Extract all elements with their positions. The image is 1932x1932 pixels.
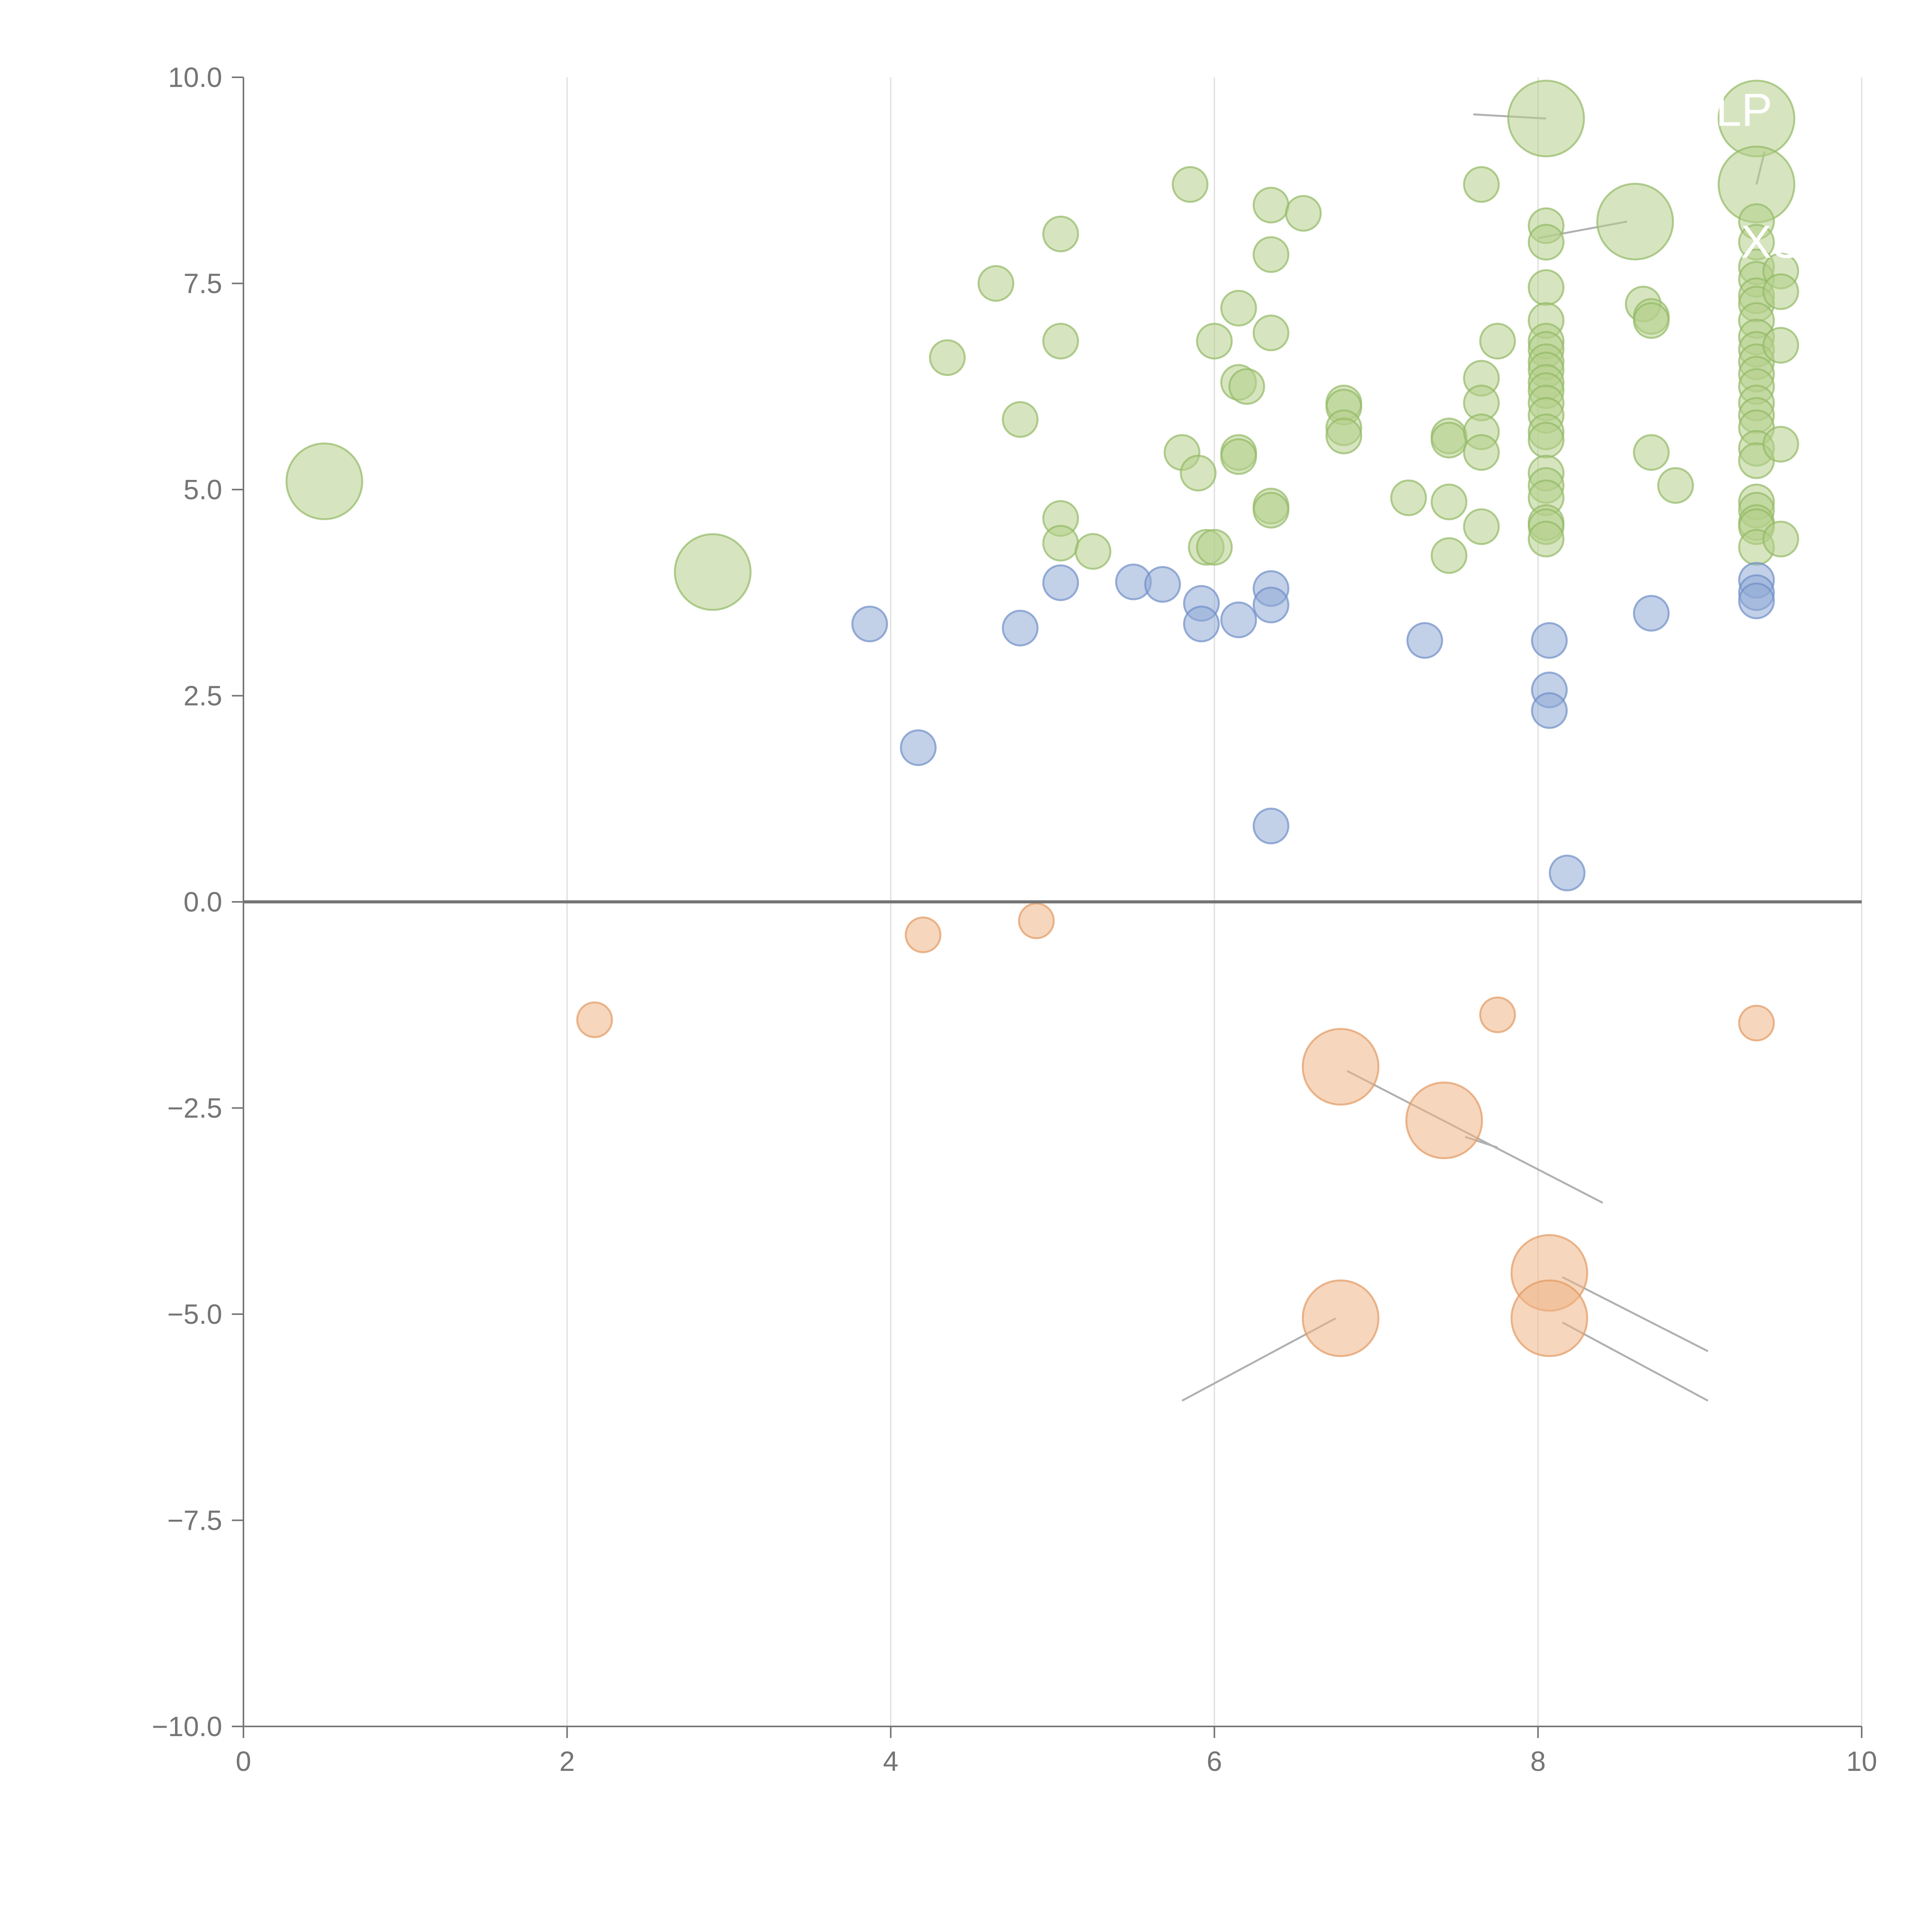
blue-bubble [1144,566,1181,603]
orange-bubble [576,1001,613,1038]
blue-bubble [1406,622,1443,659]
green-bubble [1463,508,1500,545]
blue-bubble [1042,564,1079,601]
green-bubble [1196,323,1233,360]
green-bubble [1180,454,1217,492]
green-bubble [674,533,752,611]
green-bubble [1220,438,1257,475]
bubble-label: LP [1716,84,1772,136]
blue-bubble [1002,610,1039,647]
green-bubble [1430,483,1468,520]
green-bubble [1527,269,1565,306]
orange-bubble [1301,1279,1379,1357]
green-bubble [929,339,966,376]
y-tick-label: −10.0 [152,1711,222,1742]
green-bubble [1285,195,1322,232]
blue-bubble [1633,595,1670,632]
blue-bubble [1252,808,1289,845]
blue-bubble [900,729,937,766]
orange-bubble [1479,996,1516,1033]
green-bubble [1042,323,1079,360]
green-bubble [1633,434,1670,471]
orange-bubble [905,916,942,953]
blue-bubble [1738,582,1775,619]
orange-bubble [1301,1028,1379,1106]
green-bubble [1430,537,1468,574]
green-bubble [1390,479,1427,516]
orange-bubble [1018,902,1055,939]
leader-line [1562,1321,1709,1402]
green-bubble [1430,422,1468,459]
y-tick-label: 7.5 [184,269,222,299]
green-bubble [1507,80,1585,158]
green-bubble [1002,401,1039,438]
orange-bubble [1738,1005,1775,1042]
blue-bubble [1549,854,1586,891]
green-bubble [977,265,1014,302]
blue-bubble [1252,587,1289,624]
y-tick-label: 0.0 [184,887,222,918]
green-bubble [1527,422,1565,459]
green-bubble [1325,417,1362,454]
blue-bubble [851,605,888,643]
green-bubble [1228,368,1265,405]
blue-bubble [1531,692,1568,729]
green-bubble [1172,166,1209,203]
bubble-label: EXS [1710,216,1803,268]
x-tick-label: 4 [883,1746,898,1777]
green-bubble [1762,426,1799,463]
green-bubble [285,442,363,520]
blue-bubble [1531,622,1568,659]
green-bubble [1220,290,1257,327]
green-bubble [1252,236,1289,273]
green-bubble [1463,166,1500,203]
green-bubble [1633,302,1670,339]
x-tick-label: 8 [1530,1746,1546,1777]
green-bubble [1762,327,1799,364]
green-bubble [1596,182,1674,260]
green-bubble [1042,525,1079,562]
y-tick-label: 2.5 [184,681,222,712]
green-bubble [1042,215,1079,252]
orange-bubble [1405,1082,1483,1160]
green-bubble [1196,529,1233,566]
x-tick-label: 6 [1207,1746,1222,1777]
y-tick-label: 5.0 [184,474,222,505]
green-bubble [1252,315,1289,352]
green-bubble [1463,434,1500,471]
x-tick-label: 2 [560,1746,575,1777]
blue-bubble [1220,601,1257,638]
leader-line [1562,1276,1709,1352]
green-bubble [1252,187,1289,224]
green-bubble [1479,323,1516,360]
green-bubble [1657,467,1694,504]
green-bubble [1075,533,1112,570]
y-tick-label: −5.0 [167,1299,222,1330]
blue-bubble [1183,605,1220,643]
green-bubble [1527,224,1565,261]
y-tick-label: 10.0 [168,62,222,93]
y-tick-label: −7.5 [167,1505,222,1536]
green-bubble [1252,492,1289,529]
green-bubble [1762,273,1799,310]
orange-bubble [1510,1279,1588,1357]
green-bubble [1527,520,1565,558]
y-tick-label: −2.5 [167,1093,222,1124]
x-tick-label: 10 [1846,1746,1877,1777]
green-bubble [1762,520,1799,558]
x-tick-label: 0 [236,1746,251,1777]
